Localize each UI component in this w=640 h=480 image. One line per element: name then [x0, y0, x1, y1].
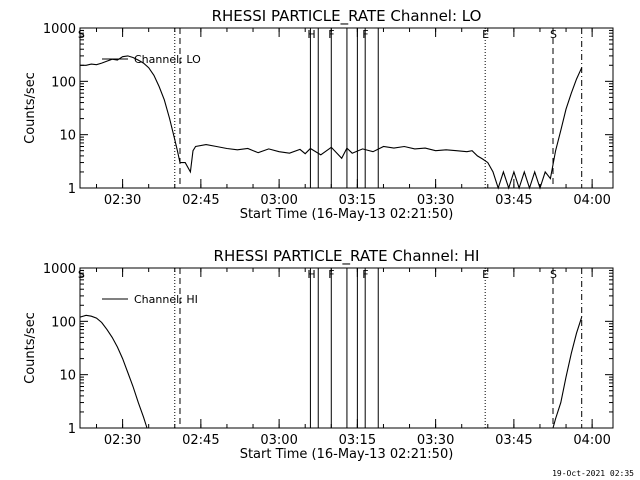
legend-label: Channel: LO	[134, 53, 201, 66]
series-line	[80, 55, 583, 190]
chart-title: RHESSI PARTICLE_RATE Channel: LO	[212, 7, 482, 26]
chart-panel-1: RHESSI PARTICLE_RATE Channel: LO 1 10 100 10…	[23, 7, 614, 222]
y-axis-label: Counts/sec	[23, 72, 38, 144]
event-marker-label: H	[307, 268, 315, 281]
chart-panel-2: RHESSI PARTICLE_RATE Channel: HI 1 10 100 10…	[23, 247, 614, 462]
event-marker-label: E	[482, 28, 489, 41]
y-tick-label: 1000	[43, 262, 76, 277]
y-axis-label: Counts/sec	[23, 312, 38, 384]
x-tick-label: 02:30	[104, 193, 141, 208]
x-tick-label: 03:00	[260, 193, 297, 208]
series-line	[552, 316, 583, 429]
event-marker-label: F	[328, 28, 334, 41]
footer-timestamp: 19-Oct-2021 02:35	[552, 469, 634, 478]
x-tick-label: 02:30	[104, 433, 141, 448]
x-tick-label: 03:30	[417, 193, 454, 208]
event-marker-label: S	[78, 28, 85, 41]
x-tick-label: 02:45	[182, 433, 219, 448]
event-marker-label: F	[362, 28, 368, 41]
chart-title: RHESSI PARTICLE_RATE Channel: HI	[214, 247, 480, 266]
x-axis-label: Start Time (16-May-13 02:21:50)	[240, 447, 454, 462]
x-tick-label: 03:15	[339, 193, 376, 208]
legend-label: Channel: HI	[134, 293, 198, 306]
y-tick-label: 100	[51, 75, 76, 90]
x-tick-label: 03:45	[495, 433, 532, 448]
x-tick-label: 03:30	[417, 433, 454, 448]
x-axis-label: Start Time (16-May-13 02:21:50)	[240, 207, 454, 222]
x-tick-label: 04:00	[573, 193, 610, 208]
x-tick-label: 03:00	[260, 433, 297, 448]
y-tick-label: 100	[51, 315, 76, 330]
event-marker-label: S	[550, 28, 557, 41]
event-marker-label: H	[307, 28, 315, 41]
x-tick-label: 04:00	[573, 433, 610, 448]
x-tick-label: 02:45	[182, 193, 219, 208]
event-marker-label: F	[328, 268, 334, 281]
event-marker-label: E	[482, 268, 489, 281]
y-tick-label: 10	[59, 369, 76, 384]
y-tick-label: 1	[68, 182, 76, 197]
event-marker-label: F	[362, 268, 368, 281]
x-tick-label: 03:15	[339, 433, 376, 448]
event-marker-label: S	[550, 268, 557, 281]
x-tick-label: 03:45	[495, 193, 532, 208]
y-tick-label: 1000	[43, 22, 76, 37]
event-marker-label: S	[78, 268, 85, 281]
y-tick-label: 1	[68, 422, 76, 437]
y-tick-label: 10	[59, 129, 76, 144]
series-line	[79, 314, 148, 429]
